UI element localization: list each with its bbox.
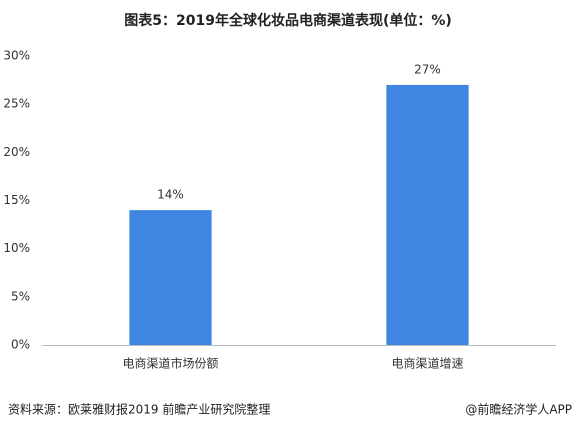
y-tick-label: 0%	[11, 338, 30, 352]
x-tick-label: 电商渠道增速	[391, 356, 463, 371]
y-tick-label: 5%	[11, 289, 30, 303]
y-tick-label: 20%	[3, 145, 30, 159]
x-tick-label: 电商渠道市场份额	[122, 356, 218, 371]
bar	[129, 210, 212, 345]
y-tick-label: 25%	[3, 97, 30, 111]
y-tick-label: 15%	[3, 193, 30, 207]
bar	[386, 84, 469, 346]
chart-title: 图表5：2019年全球化妆品电商渠道表现(单位：%)	[124, 12, 452, 29]
credit: @前瞻经济学人APP	[465, 402, 572, 417]
y-tick-label: 10%	[3, 241, 30, 255]
value-label: 14%	[157, 188, 184, 202]
source-note: 资料来源：欧莱雅财报2019 前瞻产业研究院整理	[8, 402, 270, 417]
y-tick-label: 30%	[3, 49, 30, 63]
value-label: 27%	[414, 62, 441, 76]
